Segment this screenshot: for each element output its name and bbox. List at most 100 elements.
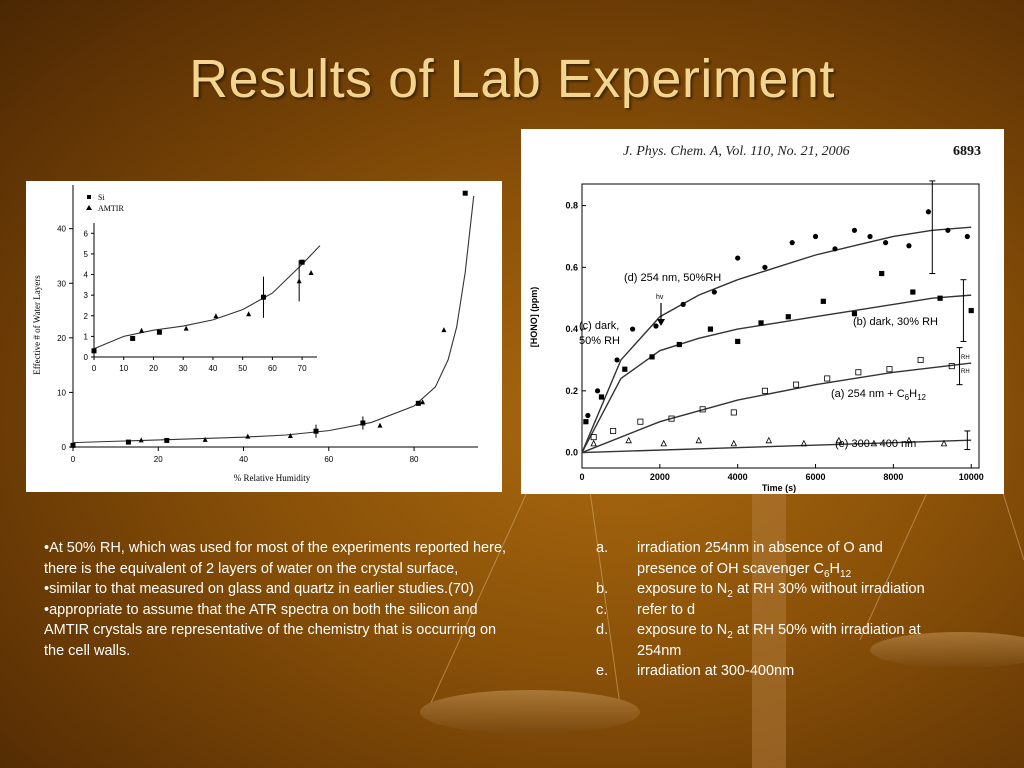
point-3	[835, 436, 843, 444]
point-0	[832, 246, 838, 252]
bullet-1: •At 50% RH, which was used for most of t…	[44, 540, 507, 577]
inset-x-tick-label: 60	[268, 364, 277, 373]
point-0	[735, 255, 741, 261]
bullet-text: •At 50% RH, which was used for most of t…	[44, 538, 514, 661]
bullet-2: •similar to that measured on glass and q…	[44, 581, 474, 597]
point-1	[758, 320, 764, 326]
condition-list: a. irradiation 254nm in absence of O and…	[596, 538, 926, 682]
inset-amtir-point	[308, 269, 314, 275]
inset-si-point	[91, 348, 97, 354]
point-2	[855, 369, 862, 376]
fit-curve-2	[581, 362, 972, 454]
point-1	[707, 326, 714, 332]
inset-amtir-point	[246, 311, 252, 317]
inset-y-tick-label: 3	[84, 291, 89, 300]
inset-x-tick-label: 20	[149, 364, 158, 373]
inset-si-point	[156, 329, 162, 335]
legend-amtir: AMTIR	[98, 204, 124, 213]
point-3	[625, 436, 632, 444]
point-1	[598, 394, 605, 400]
point-0	[762, 264, 768, 270]
point-1	[910, 289, 916, 295]
point-2	[917, 356, 924, 363]
x-tick-label: 60	[324, 455, 333, 464]
inset-amtir-point	[183, 325, 189, 331]
right-ylabel: [HONO] (ppm)	[529, 287, 539, 348]
point-1	[937, 295, 943, 301]
y-tick-label: 30	[57, 279, 66, 288]
list-item-d: d. exposure to N2 at RH 50% with irradia…	[596, 622, 921, 659]
inset-y-tick-label: 5	[84, 250, 89, 259]
amtir-point	[202, 436, 208, 442]
water-layers-figure: 0 20 40 60 80 0 10 20 30 40 0 10 20 30 40 50 60 70 0 1 2 3 4 5 6…	[26, 181, 502, 492]
list-item-a: a. irradiation 254nm in absence of O and…	[596, 540, 883, 580]
inset-y-tick-label: 2	[84, 312, 89, 321]
label-rh-bot: RH	[961, 369, 970, 375]
legend-si-marker	[87, 195, 91, 199]
inset-y-tick-label: 6	[84, 229, 89, 238]
point-0	[585, 412, 591, 419]
inset-x-tick-label: 0	[92, 364, 97, 373]
point-0	[964, 233, 970, 240]
point-0	[629, 326, 636, 332]
point-3	[905, 436, 913, 444]
slide-title: Results of Lab Experiment	[189, 49, 835, 109]
label-rh-top: RH	[961, 355, 970, 361]
point-2	[824, 375, 831, 382]
x-tick-label: 20	[154, 455, 163, 464]
label-a: (a) 254 nm + C6H12	[831, 388, 927, 402]
left-xlabel: % Relative Humidity	[234, 473, 311, 483]
list-item-b: b. exposure to N2 at RH 30% without irra…	[596, 581, 925, 600]
amtir-point	[377, 422, 383, 428]
label-c2: 50% RH	[579, 335, 620, 347]
hono-figure: J. Phys. Chem. A, Vol. 110, No. 21, 2006…	[521, 129, 1004, 494]
inset-x-tick-label: 10	[119, 364, 128, 373]
citation: J. Phys. Chem. A, Vol. 110, No. 21, 2006	[623, 144, 850, 159]
inset-x-tick-label: 70	[298, 364, 307, 373]
point-2	[668, 415, 675, 422]
inset-si-point	[299, 259, 305, 265]
x-tick-label: 10000	[959, 472, 984, 482]
point-1	[785, 314, 791, 320]
point-0	[653, 323, 659, 329]
x-tick-label: 4000	[728, 472, 748, 482]
left-ylabel: Effective # of Water Layers	[32, 275, 42, 375]
amtir-point	[441, 327, 447, 333]
water-layers-chart: 0 20 40 60 80 0 10 20 30 40 0 10 20 30 40 50 60 70 0 1 2 3 4 5 6…	[32, 185, 478, 483]
legend: Si AMTIR	[86, 193, 124, 213]
label-e: (e) 300 - 400 nm	[835, 438, 916, 450]
point-0	[789, 240, 795, 246]
point-2	[637, 418, 644, 425]
point-0	[680, 301, 686, 307]
x-tick-label: 40	[239, 455, 248, 464]
point-3	[765, 436, 773, 444]
bullet-3: •appropriate to assume that the ATR spec…	[44, 601, 497, 659]
point-0	[711, 289, 717, 295]
right-xlabel: Time (s)	[762, 483, 796, 493]
point-3	[870, 439, 878, 447]
point-0	[925, 209, 932, 215]
x-tick-label: 0	[579, 472, 584, 482]
label-d: (d) 254 nm, 50%RH	[624, 272, 721, 284]
inset-amtir-point	[139, 327, 145, 333]
amtir-point	[420, 399, 426, 405]
y-tick-label: 0	[62, 443, 67, 452]
inset-x-tick-label: 30	[179, 364, 188, 373]
point-3	[660, 439, 667, 447]
point-2	[761, 387, 768, 394]
label-c1: (c) dark,	[579, 320, 619, 332]
y-tick-label: 40	[57, 225, 66, 234]
inset-y-tick-label: 1	[84, 332, 89, 341]
fit-curve-1	[581, 294, 972, 453]
list-item-e: e. irradiation at 300-400nm	[596, 663, 795, 679]
si-point	[415, 400, 421, 406]
y-tick-label: 0.2	[565, 386, 578, 396]
inset-x-tick-label: 50	[238, 364, 247, 373]
point-1	[735, 338, 741, 345]
inset-fit-curve	[93, 245, 321, 350]
legend-si: Si	[98, 193, 105, 202]
point-2	[590, 434, 597, 441]
fit-curve	[72, 195, 475, 444]
y-tick-label: 20	[57, 334, 66, 343]
si-point	[462, 190, 468, 196]
